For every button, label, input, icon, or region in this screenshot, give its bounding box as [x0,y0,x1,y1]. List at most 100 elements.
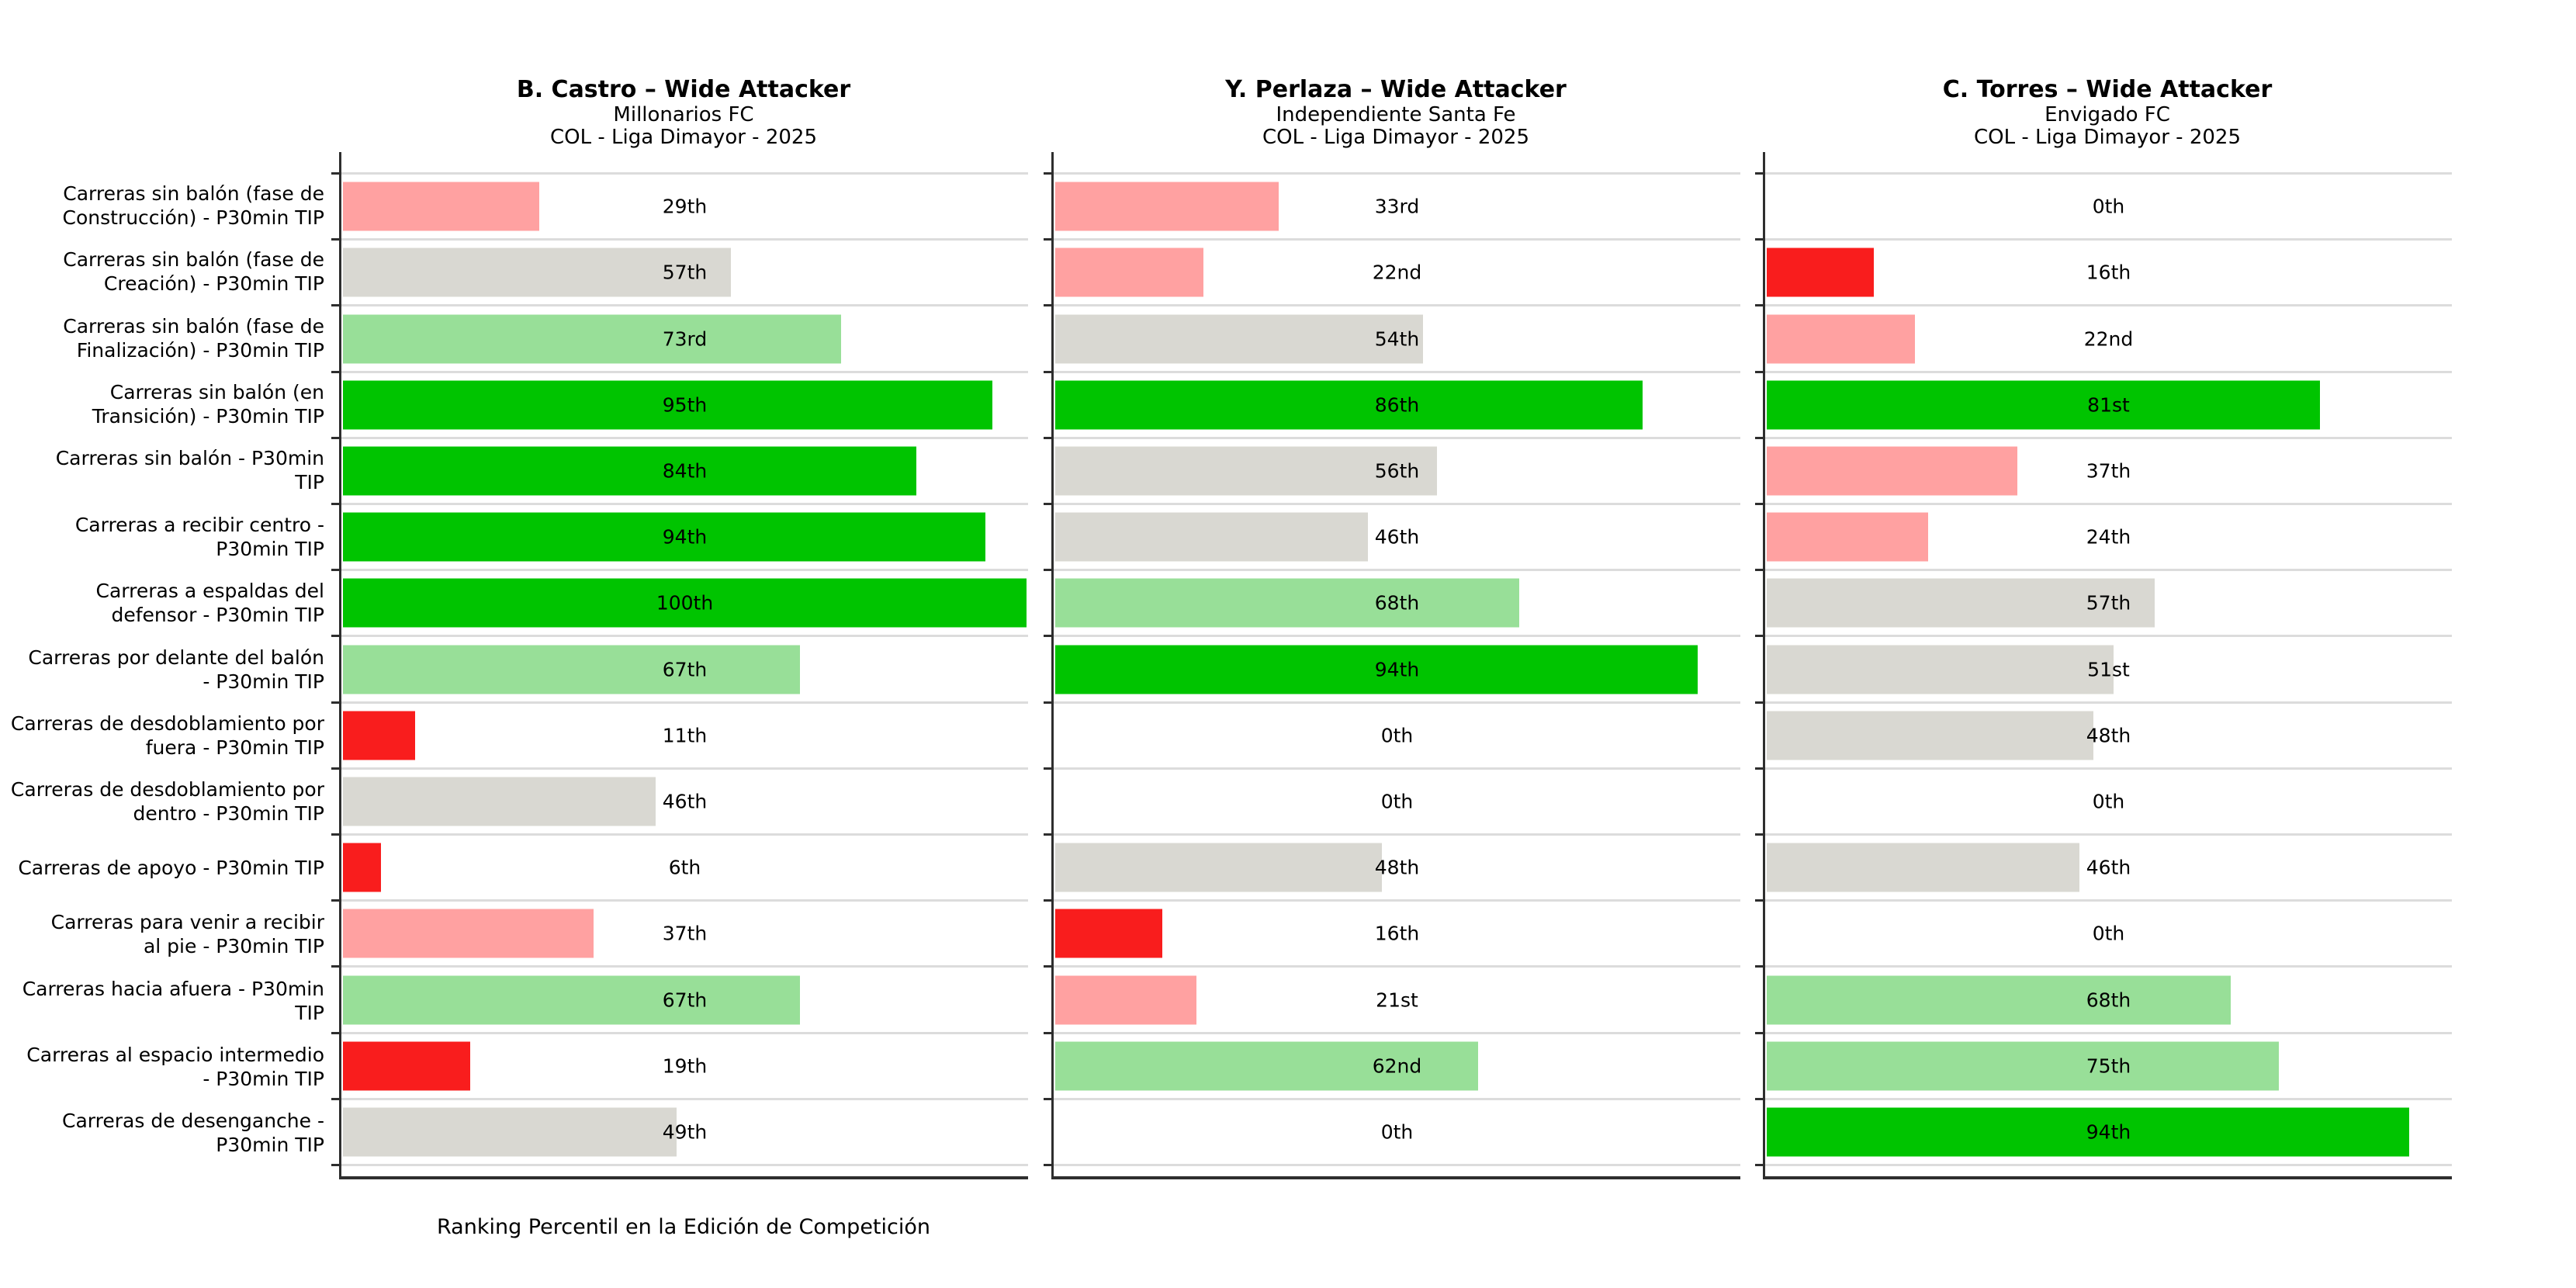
axis-tick [1755,569,1763,572]
axis-tick [1044,569,1051,572]
rows-container: 33rd 22nd 54th 86th 56th 46th 68th 94th 0th 0th 48… [1044,172,1740,1167]
percentile-value-label: 19th [662,1054,708,1078]
chart-row: 75th [1755,1031,2452,1098]
percentile-bar [341,1040,473,1092]
axis-tick [331,965,339,968]
category-label: Carreras sin balón (fase de Construcción)… [0,172,325,238]
team-name: Envigado FC [2045,103,2170,126]
category-label-line: Construcción) - P30min TIP [62,206,325,229]
percentile-bar [1765,841,2082,894]
chart-row: 51st [1755,635,2452,701]
percentile-value-label: 46th [1374,525,1420,549]
category-axis-labels: Carreras sin balón (fase de Construcción)… [0,172,324,1166]
percentile-bar [1765,1106,2411,1158]
percentile-value-label: 94th [1374,658,1420,681]
percentile-bar [341,643,802,696]
chart-row: 54th [1044,304,1740,370]
chart-row: 6th [331,833,1028,899]
percentile-bar [341,1106,678,1158]
chart-row: 57th [1755,569,2452,635]
percentile-value-label: 22nd [2083,327,2134,350]
category-label-line: Carreras de apoyo - P30min TIP [18,857,324,880]
category-label-line: P30min TIP [216,537,324,560]
competition-name: COL - Liga Dimayor - 2025 [1974,126,2241,149]
percentile-bar [1054,841,1383,894]
chart-row: 81st [1755,370,2452,437]
category-label-line: Carreras hacia afuera - P30min [22,977,324,1000]
chart-row: 67th [331,965,1028,1031]
category-label: Carreras a recibir centro - P30min TIP [0,504,324,570]
percentile-value-label: 57th [2086,591,2131,615]
chart-row: 16th [1044,899,1740,965]
category-label-line: - P30min TIP [203,670,324,693]
percentile-value-label: 57th [662,261,708,284]
axis-tick [1755,1031,1763,1034]
percentile-value-label: 16th [2086,261,2131,284]
category-label-line: Carreras a espaldas del [95,580,324,603]
percentile-bar [341,313,843,365]
category-label-line: Transición) - P30min TIP [92,404,324,428]
category-label-line: Carreras sin balón - P30min [55,447,324,470]
percentile-value-label: 100th [656,591,714,615]
category-label-line: Carreras a recibir centro - [74,513,324,536]
axis-tick [1755,370,1763,373]
chart-row: 19th [331,1031,1028,1098]
axis-tick [331,1031,339,1034]
percentile-value-label: 0th [1380,1120,1414,1144]
axis-tick [1755,965,1763,968]
category-label-line: Carreras de desdoblamiento por [10,778,324,802]
percentile-value-label: 24th [2086,525,2131,549]
percentile-bar [1765,576,2157,629]
chart-row: 0th [1044,701,1740,767]
axis-tick [1044,1164,1051,1167]
chart-row: 0th [1044,1097,1740,1167]
axis-tick [1755,833,1763,836]
panel-header: Y. Perlaza – Wide Attacker Independiente … [1051,76,1740,149]
percentile-bar [341,246,733,299]
percentile-value-label: 0th [1380,724,1414,747]
percentile-bar [341,576,1028,629]
percentile-value-label: 68th [2086,989,2131,1012]
chart-row: 48th [1044,833,1740,899]
axis-tick [1755,436,1763,439]
percentile-value-label: 0th [2092,922,2125,945]
chart-row: 21st [1044,965,1740,1031]
chart-row: 0th [1044,767,1740,833]
chart-row: 33rd [1044,172,1740,238]
percentile-value-label: 75th [2086,1054,2131,1078]
axis-tick [331,238,339,241]
percentile-bar [341,180,541,233]
axis-tick [331,503,339,506]
axis-tick [1044,503,1051,506]
chart-row: 86th [1044,370,1740,437]
axis-tick [1755,899,1763,902]
axis-tick [331,436,339,439]
player-name: B. Castro – Wide Attacker [516,76,851,103]
chart-row: 46th [1044,503,1740,569]
axis-tick [1044,238,1051,241]
chart-row: 95th [331,370,1028,437]
axis-tick [1755,701,1763,704]
axis-tick [1044,436,1051,439]
category-label: Carreras de desdoblamiento por fuera - P3… [0,702,324,768]
percentile-value-label: 73rd [662,327,708,350]
percentile-bar [341,379,994,431]
percentile-value-label: 94th [662,525,708,549]
percentile-value-label: 16th [1374,922,1420,945]
panel-header: B. Castro – Wide Attacker Millonarios FC C… [339,76,1028,149]
percentile-bar [1765,709,2095,762]
category-label-line: - P30min TIP [203,1067,324,1090]
chart-row: 37th [1755,436,2452,503]
chart-row: 46th [1755,833,2452,899]
percentile-value-label: 84th [662,459,708,483]
panel-axes-3: 0th 16th 22nd 81st 37th 24th 57th 51st 48th 0th 46… [1755,152,2452,1179]
chart-row: 11th [331,701,1028,767]
percentile-bar [341,841,383,894]
axis-tick [331,1097,339,1100]
category-label-line: al pie - P30min TIP [143,935,324,958]
axis-tick [1044,965,1051,968]
axis-tick [331,172,339,175]
chart-row: 46th [331,767,1028,833]
chart-row: 22nd [1755,304,2452,370]
axis-tick [1755,172,1763,175]
